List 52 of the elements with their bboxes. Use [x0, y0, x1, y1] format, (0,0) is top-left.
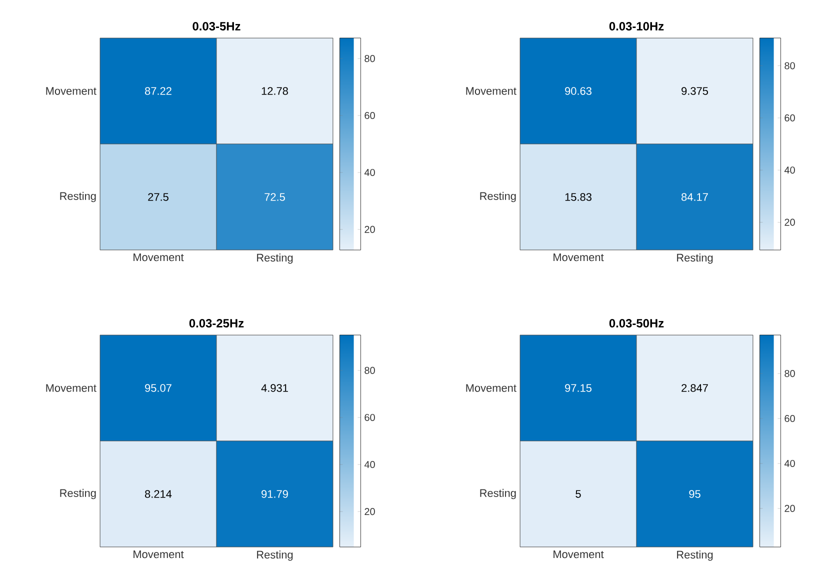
color-bar-label: 40 [784, 166, 795, 174]
y-tick-label: Resting [60, 192, 96, 202]
data-label: 72.5 [264, 193, 285, 201]
color-bar-label: 20 [784, 504, 795, 512]
color-bar-label: 20 [364, 508, 375, 516]
data-label: 84.17 [682, 193, 708, 201]
data-label: 2.847 [682, 384, 708, 392]
color-bar-label: 60 [784, 114, 795, 122]
color-bar-label: 60 [784, 414, 795, 422]
data-label: 5 [576, 490, 581, 498]
data-label: 4.931 [261, 384, 288, 392]
x-tick-label: Resting [677, 550, 713, 561]
color-bar-label: 40 [364, 168, 375, 176]
x-tick-label: Resting [257, 550, 293, 561]
data-label: 9.375 [682, 87, 708, 95]
y-tick-label: Movement [46, 384, 96, 392]
x-tick-label: Movement [554, 550, 604, 558]
y-tick-label: Movement [466, 384, 516, 392]
x-tick-label: Resting [677, 254, 713, 264]
data-label: 90.63 [565, 87, 592, 95]
color-bar-label: 40 [784, 460, 795, 467]
color-bar-label: 20 [364, 226, 375, 233]
color-bar-label: 60 [364, 414, 375, 422]
data-label: 95 [689, 490, 700, 498]
data-label: 27.5 [148, 193, 168, 201]
color-bar-label: 60 [364, 112, 375, 120]
y-tick-label: Resting [480, 488, 516, 500]
data-label: 87.22 [145, 87, 172, 95]
color-bar-label: 80 [364, 366, 375, 374]
data-label: 95.07 [145, 384, 172, 392]
chart-title: 0.03-50Hz [609, 319, 664, 328]
color-bar-label: 20 [784, 218, 795, 226]
color-bar-label: 80 [784, 62, 795, 70]
color-bar-label: 80 [784, 370, 795, 378]
data-label: 12.78 [262, 87, 288, 95]
x-tick-label: Movement [134, 550, 184, 558]
x-tick-label: Movement [554, 254, 604, 262]
data-label: 97.15 [565, 384, 592, 392]
color-bar-label: 40 [364, 460, 375, 468]
color-bar-label: 80 [364, 55, 375, 62]
chart-title: 0.03-10Hz [609, 22, 664, 31]
chart-title: 0.03-5Hz [192, 22, 240, 31]
y-tick-label: Movement [46, 87, 96, 95]
data-label: 91.79 [262, 490, 288, 498]
y-tick-label: Movement [466, 87, 516, 95]
data-label: 8.214 [145, 490, 172, 498]
chart-title: 0.03-25Hz [189, 319, 244, 328]
data-label: 15.83 [565, 193, 592, 201]
x-tick-label: Resting [257, 254, 293, 264]
y-tick-label: Resting [60, 488, 96, 500]
x-tick-label: Movement [134, 254, 184, 262]
y-tick-label: Resting [480, 192, 516, 202]
